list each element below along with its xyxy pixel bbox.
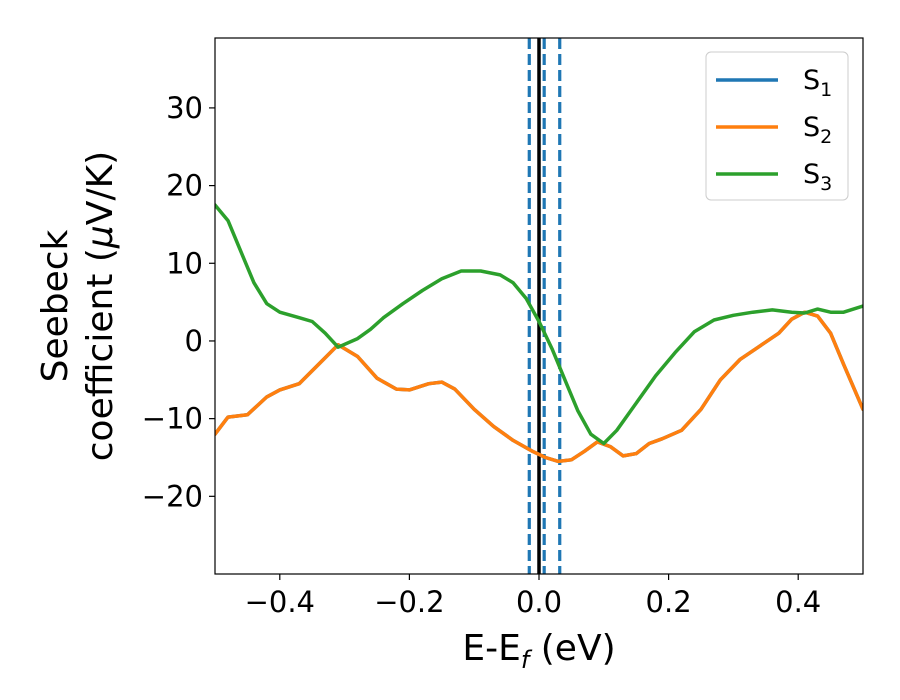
series-line-s2: [215, 310, 863, 464]
series-lines: [215, 203, 863, 464]
x-tick-label: 0.2: [646, 585, 692, 619]
y-axis-title-line1: Seebeck: [35, 229, 76, 382]
x-tick-label: 0.4: [775, 585, 821, 619]
y-tick-label: 30: [166, 91, 203, 125]
y-tick-label: −10: [142, 402, 203, 436]
y-axis-title: Seebeck coefficient (μV/K): [35, 151, 121, 461]
fermi-level-markers: [527, 38, 562, 574]
y-tick-label: −20: [142, 479, 203, 513]
x-axis-title: E-Ef (eV): [462, 628, 615, 674]
x-tick-label: −0.4: [245, 585, 315, 619]
x-axis-ticks: −0.4 −0.2 0.0 0.2 0.4: [245, 574, 821, 619]
y-axis-title-line2: coefficient (μV/K): [80, 151, 121, 461]
legend-label-s3: S3: [803, 159, 832, 195]
x-tick-label: 0.0: [516, 585, 562, 619]
y-tick-label: 0: [185, 324, 203, 358]
series-line-s3: [215, 203, 863, 446]
y-axis-ticks: −20 −10 0 10 20 30: [142, 91, 215, 513]
legend: S1 S2 S3: [705, 51, 849, 201]
y-tick-label: 20: [166, 169, 203, 203]
x-tick-label: −0.2: [374, 585, 444, 619]
legend-label-s1: S1: [803, 65, 832, 101]
legend-label-s2: S2: [803, 112, 832, 148]
y-tick-label: 10: [166, 246, 203, 280]
